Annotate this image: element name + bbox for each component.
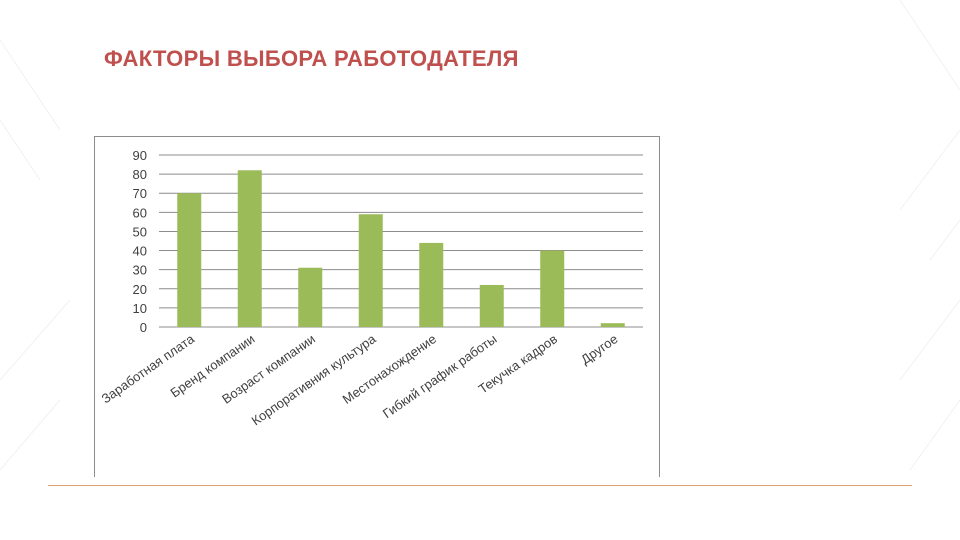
y-tick-label: 80 [133,167,147,182]
bar-8 [600,323,625,327]
bar-6 [479,284,504,327]
slide-title: ФАКТОРЫ ВЫБОРА РАБОТОДАТЕЛЯ [104,46,519,71]
y-tick-label: 0 [140,320,147,335]
bar-4 [358,214,383,327]
bar-1 [177,193,202,327]
y-tick-label: 50 [133,224,147,239]
y-tick-label: 30 [133,263,147,278]
y-tick-label: 20 [133,282,147,297]
y-tick-label: 60 [133,205,147,220]
bar-5 [419,242,444,327]
y-tick-label: 40 [133,244,147,259]
y-tick-label: 90 [133,148,147,163]
y-tick-label: 70 [133,186,147,201]
x-tick-label: Гибкий график работы [380,331,500,421]
chart-frame: 0 10 20 30 40 50 60 70 80 90 Заработная плата Бренд… [94,136,660,477]
footer-divider [48,485,912,486]
bar-7 [540,250,565,327]
bar-3 [298,267,323,327]
x-tick-label: Другое [578,331,620,367]
bar-2 [237,170,262,327]
y-tick-label: 10 [133,301,147,316]
